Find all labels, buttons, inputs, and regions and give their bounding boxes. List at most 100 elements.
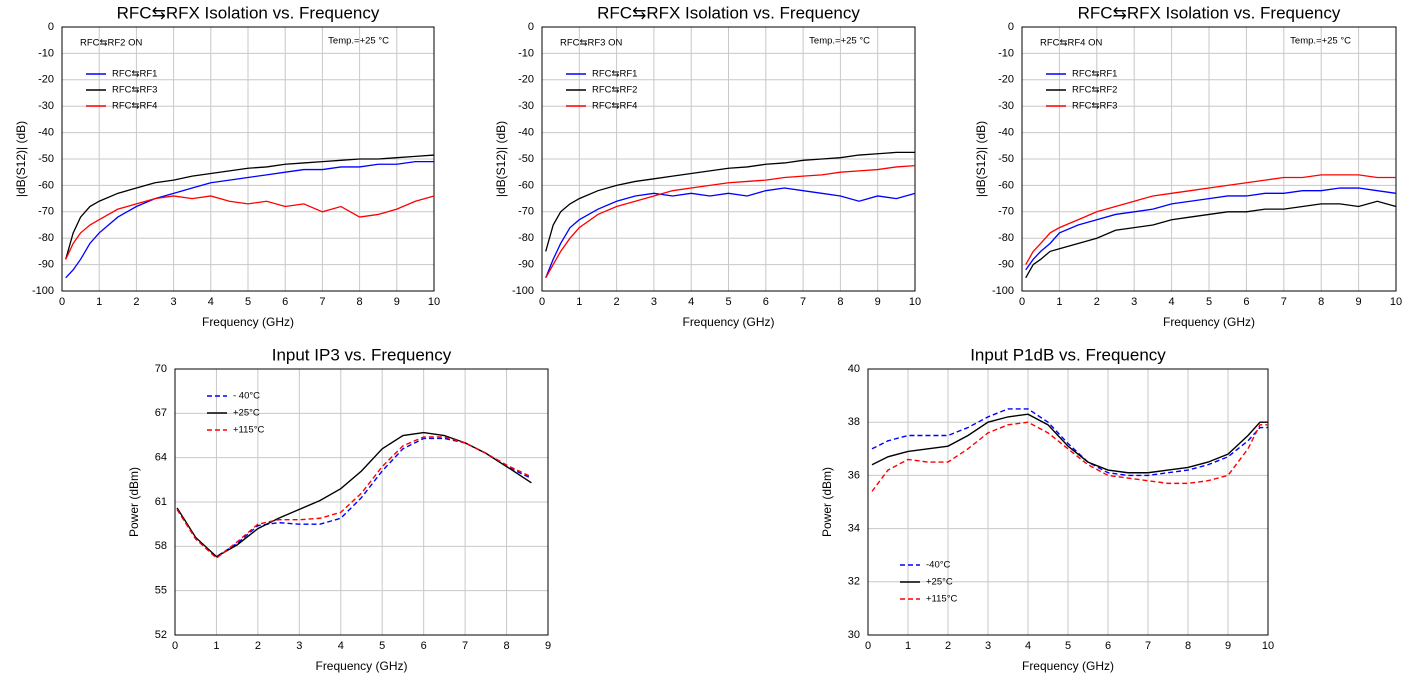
series-line bbox=[871, 413, 1268, 474]
y-tick-label: -100 bbox=[992, 285, 1014, 297]
chart-title: Input IP3 vs. Frequency bbox=[272, 345, 452, 364]
x-tick-label: 6 bbox=[282, 296, 288, 308]
x-tick-label: 4 bbox=[1025, 640, 1031, 652]
series-line bbox=[65, 154, 435, 260]
y-tick-label: 30 bbox=[848, 629, 860, 641]
x-tick-label: 5 bbox=[379, 640, 385, 652]
x-tick-label: 10 bbox=[1390, 296, 1402, 308]
x-tick-label: 0 bbox=[59, 296, 65, 308]
x-tick-label: 9 bbox=[545, 640, 551, 652]
y-axis-label: Power (dBm) bbox=[127, 467, 141, 537]
x-tick-label: 1 bbox=[96, 296, 102, 308]
y-tick-label: -50 bbox=[998, 153, 1014, 165]
y-tick-label: -20 bbox=[998, 74, 1014, 86]
x-axis-label: Frequency (GHz) bbox=[1022, 659, 1114, 673]
x-tick-label: 1 bbox=[905, 640, 911, 652]
legend-label: RFC⇆RF3 bbox=[1072, 101, 1117, 112]
y-tick-label: -90 bbox=[518, 259, 534, 271]
x-tick-label: 4 bbox=[338, 640, 344, 652]
y-tick-label: 64 bbox=[155, 452, 167, 464]
legend-label: +25°C bbox=[233, 408, 260, 419]
plot-frame bbox=[174, 368, 549, 636]
annotation: RFC⇆RF3 ON bbox=[560, 38, 622, 49]
plot-frame bbox=[1021, 26, 1397, 292]
y-tick-label: 36 bbox=[848, 469, 860, 481]
y-tick-label: -90 bbox=[38, 259, 54, 271]
x-tick-label: 8 bbox=[357, 296, 363, 308]
legend-label: RFC⇆RF2 bbox=[1072, 85, 1117, 96]
x-tick-label: 3 bbox=[985, 640, 991, 652]
y-tick-label: -20 bbox=[38, 74, 54, 86]
x-tick-label: 2 bbox=[945, 640, 951, 652]
x-tick-label: 5 bbox=[725, 296, 731, 308]
series-line bbox=[545, 187, 916, 279]
legend-label: -40°C bbox=[926, 560, 951, 571]
y-tick-label: 67 bbox=[155, 407, 167, 419]
legend-label: RFC⇆RF1 bbox=[112, 69, 157, 80]
y-tick-label: -100 bbox=[512, 285, 534, 297]
series-line bbox=[176, 431, 532, 558]
y-tick-label: -60 bbox=[998, 179, 1014, 191]
x-axis-label: Frequency (GHz) bbox=[682, 315, 774, 329]
y-tick-label: -20 bbox=[518, 74, 534, 86]
x-tick-label: 3 bbox=[1131, 296, 1137, 308]
x-tick-label: 6 bbox=[763, 296, 769, 308]
x-tick-label: 1 bbox=[576, 296, 582, 308]
x-tick-label: 0 bbox=[1019, 296, 1025, 308]
x-axis-label: Frequency (GHz) bbox=[202, 315, 294, 329]
y-tick-label: 61 bbox=[155, 496, 167, 508]
x-tick-label: 9 bbox=[1356, 296, 1362, 308]
y-tick-label: 58 bbox=[155, 540, 167, 552]
x-tick-label: 7 bbox=[1281, 296, 1287, 308]
x-tick-label: 7 bbox=[319, 296, 325, 308]
legend-label: RFC⇆RF1 bbox=[592, 69, 637, 80]
x-axis-label: Frequency (GHz) bbox=[1163, 315, 1255, 329]
y-tick-label: 0 bbox=[528, 21, 534, 33]
x-tick-label: 2 bbox=[133, 296, 139, 308]
legend-label: +115°C bbox=[926, 594, 957, 605]
y-tick-label: 55 bbox=[155, 585, 167, 597]
y-tick-label: -70 bbox=[998, 206, 1014, 218]
x-tick-label: 2 bbox=[255, 640, 261, 652]
annotation: RFC⇆RF2 ON bbox=[80, 38, 142, 49]
x-axis-label: Frequency (GHz) bbox=[315, 659, 407, 673]
y-tick-label: 32 bbox=[848, 576, 860, 588]
annotation: RFC⇆RF4 ON bbox=[1040, 38, 1102, 49]
series-line bbox=[871, 421, 1268, 492]
series-line bbox=[65, 195, 435, 260]
x-tick-label: 8 bbox=[1318, 296, 1324, 308]
y-tick-label: -30 bbox=[38, 100, 54, 112]
x-tick-label: 3 bbox=[296, 640, 302, 652]
chart-title: RFC⇆RFX Isolation vs. Frequency bbox=[597, 3, 860, 22]
y-tick-label: 0 bbox=[1008, 21, 1014, 33]
y-tick-label: 0 bbox=[48, 21, 54, 33]
y-axis-label: |dB(S12)| (dB) bbox=[974, 121, 988, 197]
y-tick-label: -60 bbox=[518, 179, 534, 191]
y-tick-label: -30 bbox=[998, 100, 1014, 112]
y-tick-label: -80 bbox=[518, 232, 534, 244]
x-tick-label: 9 bbox=[1225, 640, 1231, 652]
y-axis-label: Power (dBm) bbox=[820, 467, 834, 537]
y-tick-label: -10 bbox=[998, 47, 1014, 59]
y-tick-label: -70 bbox=[38, 206, 54, 218]
x-tick-label: 5 bbox=[1065, 640, 1071, 652]
series-line bbox=[1025, 187, 1397, 271]
x-tick-label: 10 bbox=[428, 296, 440, 308]
chart-title: Input P1dB vs. Frequency bbox=[970, 345, 1166, 364]
x-tick-label: 4 bbox=[1169, 296, 1175, 308]
y-tick-label: -90 bbox=[998, 259, 1014, 271]
y-tick-label: -70 bbox=[518, 206, 534, 218]
y-axis-label: |dB(S12)| (dB) bbox=[14, 121, 28, 197]
x-tick-label: 7 bbox=[1145, 640, 1151, 652]
y-tick-label: -40 bbox=[998, 127, 1014, 139]
legend-label: +25°C bbox=[926, 577, 953, 588]
annotation: Temp.=+25 °C bbox=[328, 36, 389, 47]
x-tick-label: 3 bbox=[651, 296, 657, 308]
x-tick-label: 1 bbox=[1056, 296, 1062, 308]
x-tick-label: 4 bbox=[208, 296, 214, 308]
series-line bbox=[176, 437, 532, 558]
plot-frame bbox=[61, 26, 435, 292]
y-tick-label: -60 bbox=[38, 179, 54, 191]
series-line bbox=[545, 164, 916, 279]
